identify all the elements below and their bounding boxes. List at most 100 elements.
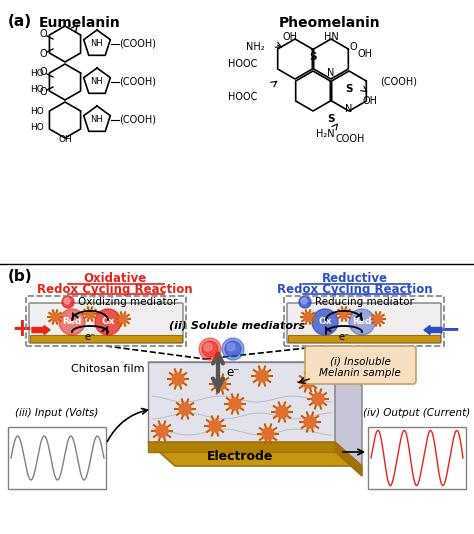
Text: NH: NH: [91, 115, 103, 124]
Text: S: S: [327, 114, 335, 124]
Text: (a): (a): [8, 14, 32, 29]
Circle shape: [59, 309, 85, 335]
Circle shape: [64, 298, 70, 304]
Text: Chitosan film: Chitosan film: [71, 364, 145, 374]
Circle shape: [302, 376, 314, 388]
Bar: [284, 296, 444, 346]
Circle shape: [225, 341, 241, 357]
Text: Red: Red: [352, 318, 372, 326]
Text: Red: Red: [62, 318, 82, 326]
Circle shape: [62, 296, 74, 308]
Circle shape: [256, 370, 268, 382]
Text: HOOC: HOOC: [228, 59, 258, 69]
Polygon shape: [148, 442, 362, 466]
Text: Oxidative: Oxidative: [83, 272, 146, 285]
Circle shape: [95, 309, 121, 335]
Text: Electrode: Electrode: [207, 451, 273, 464]
Circle shape: [304, 313, 312, 321]
Text: HOOC: HOOC: [228, 92, 258, 102]
Circle shape: [119, 315, 127, 323]
Polygon shape: [148, 362, 335, 452]
FancyArrow shape: [32, 326, 50, 334]
Text: HN: HN: [324, 32, 338, 42]
Bar: [368, 427, 466, 489]
Circle shape: [51, 313, 59, 321]
Circle shape: [204, 343, 212, 351]
Circle shape: [202, 341, 218, 357]
Text: (COOH): (COOH): [119, 115, 156, 125]
Text: (i) Insoluble: (i) Insoluble: [329, 357, 391, 367]
Text: N: N: [346, 104, 353, 114]
Circle shape: [312, 309, 338, 335]
Text: Oxidizing mediator: Oxidizing mediator: [78, 297, 177, 307]
Circle shape: [86, 310, 94, 318]
Text: Redox Cycling Reaction: Redox Cycling Reaction: [277, 283, 433, 296]
Text: −: −: [439, 317, 461, 341]
Circle shape: [349, 309, 375, 335]
Text: H₂N: H₂N: [316, 129, 334, 139]
Text: COOH: COOH: [335, 134, 365, 144]
Text: Ox: Ox: [318, 318, 332, 326]
Bar: [30, 335, 182, 342]
Text: OH: OH: [363, 96, 377, 106]
Text: Pheomelanin: Pheomelanin: [279, 16, 381, 30]
Circle shape: [301, 298, 307, 304]
Text: Eumelanin: Eumelanin: [39, 16, 121, 30]
Text: S: S: [309, 52, 317, 62]
Text: O: O: [39, 87, 47, 97]
Text: HO: HO: [30, 69, 44, 78]
Polygon shape: [335, 362, 362, 476]
Text: O: O: [39, 29, 47, 39]
Circle shape: [222, 338, 244, 360]
Text: HO: HO: [30, 85, 44, 95]
Polygon shape: [335, 442, 362, 476]
Circle shape: [374, 315, 382, 323]
Bar: [26, 296, 186, 346]
Text: e⁻: e⁻: [226, 365, 239, 379]
Circle shape: [304, 416, 316, 428]
Circle shape: [156, 425, 168, 437]
Polygon shape: [148, 362, 362, 386]
Text: Redox Cycling Reaction: Redox Cycling Reaction: [37, 283, 193, 296]
Text: HO: HO: [30, 123, 44, 132]
Text: N: N: [328, 68, 335, 78]
Circle shape: [340, 310, 348, 318]
Text: (COOH): (COOH): [119, 39, 156, 49]
FancyArrow shape: [424, 326, 442, 334]
Text: e⁻: e⁻: [84, 332, 96, 342]
Text: OH: OH: [357, 49, 373, 59]
Text: O: O: [39, 67, 47, 77]
Circle shape: [179, 403, 191, 415]
Text: (iv) Output (Current): (iv) Output (Current): [364, 408, 471, 418]
Circle shape: [312, 393, 324, 405]
Text: Reductive: Reductive: [322, 272, 388, 285]
Circle shape: [299, 296, 311, 308]
Bar: [288, 335, 440, 342]
FancyBboxPatch shape: [305, 346, 416, 384]
Circle shape: [214, 378, 226, 390]
Circle shape: [172, 373, 184, 385]
Bar: [8, 427, 106, 489]
Text: (ii) Soluble mediators: (ii) Soluble mediators: [169, 321, 305, 331]
Text: (iii) Input (Volts): (iii) Input (Volts): [15, 408, 99, 418]
Circle shape: [276, 406, 288, 418]
Circle shape: [209, 420, 221, 432]
Text: S: S: [345, 84, 353, 94]
Circle shape: [262, 428, 274, 440]
Circle shape: [227, 343, 235, 351]
Circle shape: [229, 398, 241, 410]
Text: O: O: [349, 42, 357, 52]
FancyBboxPatch shape: [287, 303, 441, 343]
Polygon shape: [148, 442, 335, 452]
Text: NH₂: NH₂: [246, 42, 264, 52]
Circle shape: [199, 338, 221, 360]
Text: (COOH): (COOH): [119, 77, 156, 87]
Text: (COOH): (COOH): [380, 76, 417, 86]
Text: NH: NH: [91, 77, 103, 87]
Text: OH: OH: [283, 32, 298, 42]
Text: NH: NH: [91, 40, 103, 49]
Text: +: +: [11, 317, 32, 341]
Text: Ox: Ox: [101, 318, 115, 326]
Text: (b): (b): [8, 269, 33, 284]
Text: Reducing mediator: Reducing mediator: [315, 297, 414, 307]
